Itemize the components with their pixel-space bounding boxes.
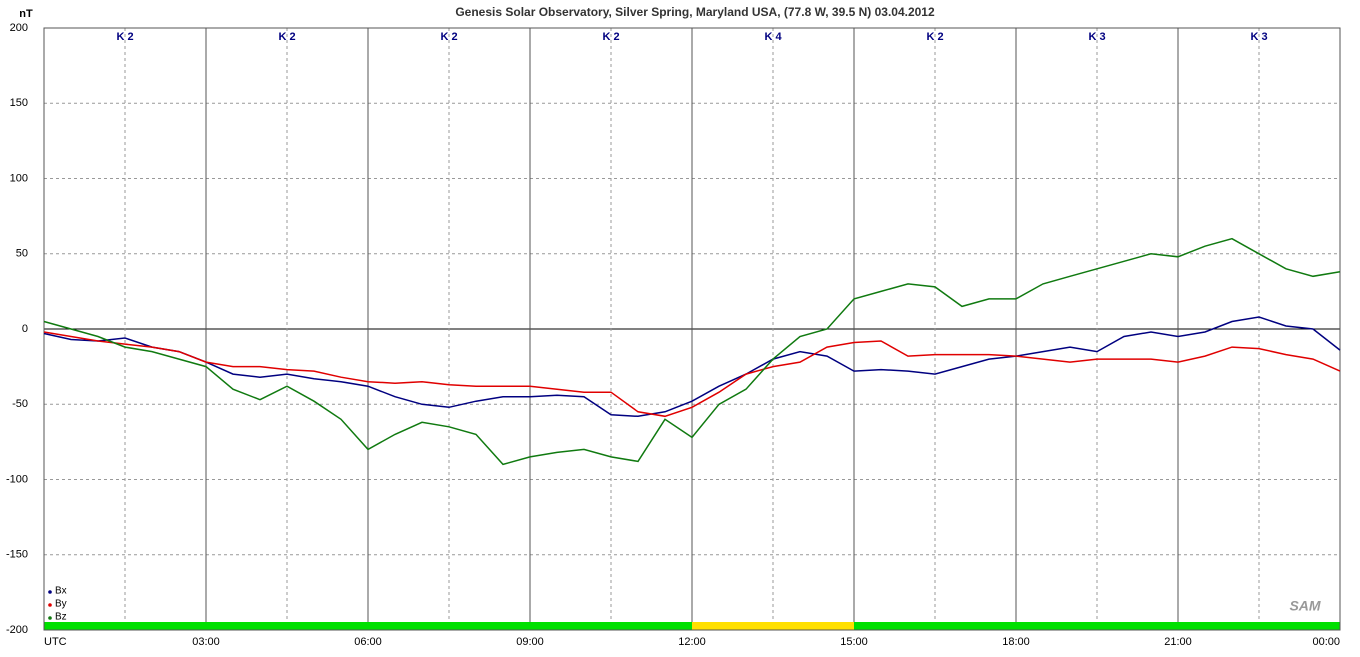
legend-label: Bz xyxy=(55,612,67,623)
chart-title: Genesis Solar Observatory, Silver Spring… xyxy=(455,5,935,19)
x-tick-label: 18:00 xyxy=(1002,636,1030,648)
x-tick-label: 15:00 xyxy=(840,636,868,648)
plot-frame xyxy=(43,27,1341,631)
y-tick-label: 0 xyxy=(22,323,28,335)
x-tick-label: 12:00 xyxy=(678,636,706,648)
k-index-label: K 2 xyxy=(602,31,619,43)
k-index-bar xyxy=(530,622,692,630)
k-index-label: K 4 xyxy=(764,31,782,43)
y-tick-label: 150 xyxy=(10,97,28,109)
x-tick-label: 21:00 xyxy=(1164,636,1192,648)
logo: SAM xyxy=(1289,598,1320,614)
series-line xyxy=(43,237,1341,466)
x-tick-label: 00:00 xyxy=(1312,636,1340,648)
k-index-bar xyxy=(1178,622,1340,630)
k-index-bar xyxy=(206,622,368,630)
x-tick-label: UTC xyxy=(44,636,67,648)
legend-marker xyxy=(48,616,52,620)
x-tick-label: 03:00 xyxy=(192,636,220,648)
k-index-label: K 2 xyxy=(926,31,943,43)
x-tick-label: 06:00 xyxy=(354,636,382,648)
legend-label: Bx xyxy=(55,586,67,597)
k-index-bar xyxy=(1016,622,1178,630)
y-tick-label: -150 xyxy=(6,549,28,561)
y-tick-label: -50 xyxy=(12,398,28,410)
legend-label: By xyxy=(55,599,67,610)
k-index-label: K 2 xyxy=(116,31,133,43)
legend-marker xyxy=(48,603,52,607)
y-tick-label: 50 xyxy=(16,248,28,260)
series-line xyxy=(43,331,1341,418)
y-axis-label: nT xyxy=(19,8,33,20)
k-index-label: K 2 xyxy=(440,31,457,43)
k-index-bar xyxy=(854,622,1016,630)
k-index-label: K 3 xyxy=(1250,31,1267,43)
x-tick-label: 09:00 xyxy=(516,636,544,648)
y-tick-label: -100 xyxy=(6,473,28,485)
k-index-bar xyxy=(368,622,530,630)
legend-marker xyxy=(48,590,52,594)
k-index-bar xyxy=(44,622,206,630)
k-index-bar xyxy=(692,622,854,630)
y-tick-label: 200 xyxy=(10,22,28,34)
series-line xyxy=(43,316,1341,418)
k-index-label: K 3 xyxy=(1088,31,1105,43)
y-tick-label: -200 xyxy=(6,624,28,636)
k-index-label: K 2 xyxy=(278,31,295,43)
y-tick-label: 100 xyxy=(10,172,28,184)
